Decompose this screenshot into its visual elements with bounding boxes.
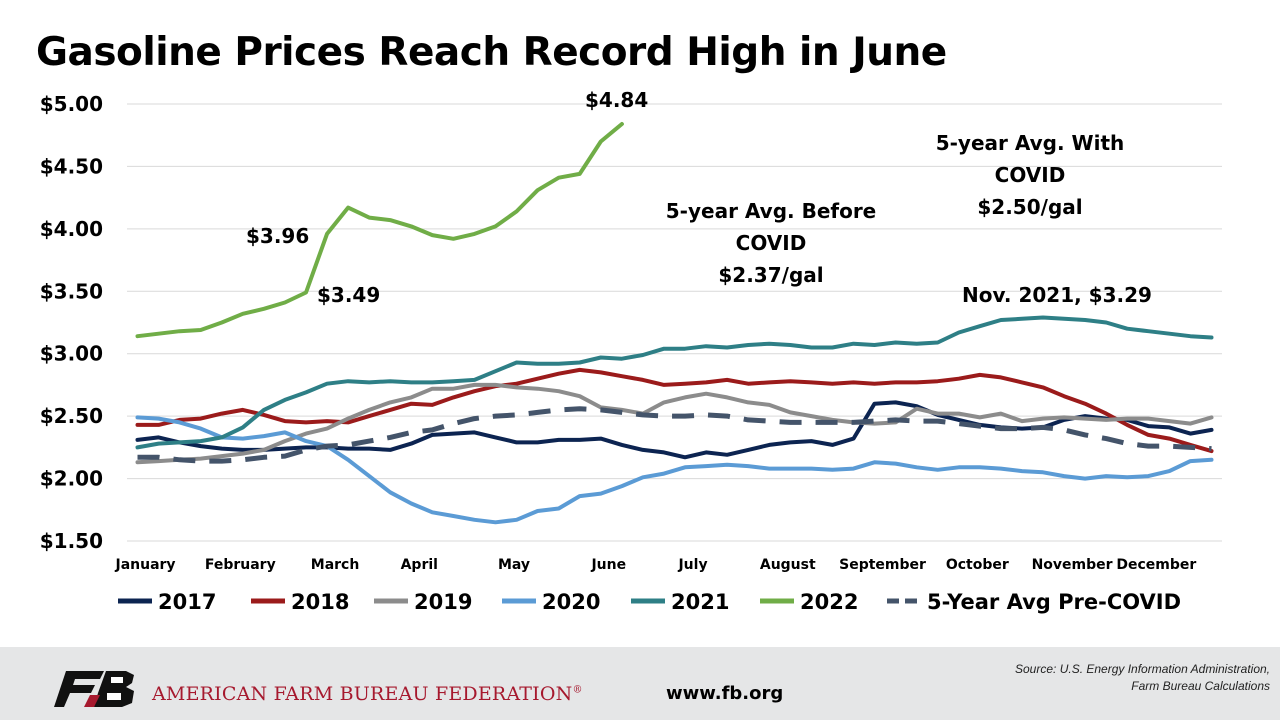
y-tick-label: $4.50 [40,154,103,178]
x-tick-label: May [498,557,530,573]
x-tick-label: November [1032,557,1113,573]
annotation-peak-2022: $4.84 [585,88,648,112]
x-tick-label: March [311,557,360,573]
series-line-2022 [135,122,624,339]
series-line-5-year-avg-pre-covid [137,406,1212,464]
page-title: Gasoline Prices Reach Record High in Jun… [36,30,947,75]
annotation-nov-2021: Nov. 2021, $3.29 [962,283,1152,307]
annotation-avg-with-covid-line1: 5-year Avg. With [936,131,1125,155]
y-tick-label: $2.50 [40,404,103,428]
x-tick-label: February [205,557,276,573]
y-tick-label: $1.50 [40,529,103,553]
annotation-avg-before-covid-line2: COVID [736,231,807,255]
series-line-2020 [135,415,1214,525]
legend-label: 2019 [414,590,472,614]
x-tick-label: June [590,557,626,573]
y-tick-label: $5.00 [40,92,103,116]
registered-mark: ® [572,684,583,696]
annotation-avg-before-covid-line1: 5-year Avg. Before [666,199,877,223]
legend-label: 2017 [158,590,216,614]
footer-bar: AMERICAN FARM BUREAU FEDERATION® www.fb.… [0,647,1280,720]
annotation-march-high: $3.96 [246,224,309,248]
annotation-avg-with-covid-line3: $2.50/gal [977,195,1082,219]
legend-label: 2021 [671,590,729,614]
website-url: www.fb.org [666,683,784,704]
source-line-2: Farm Bureau Calculations [1131,679,1270,693]
annotation-march-low: $3.49 [317,283,380,307]
farm-bureau-logo-icon [54,671,134,707]
legend-label: 2018 [291,590,349,614]
x-tick-label: August [760,557,816,573]
series-line-2019 [135,382,1214,465]
x-tick-label: July [677,557,707,573]
y-tick-label: $2.00 [40,467,103,491]
legend-label: 2022 [800,590,858,614]
y-axis-ticks: $1.50 $2.00 $2.50 $3.00 $3.50 $4.00 $4.50 $5.00 [40,92,103,553]
legend: 2017 2018 2019 2020 2021 2022 5-Year Avg Pre-C… [118,590,1181,614]
annotation-avg-before-covid-line3: $2.37/gal [718,263,823,287]
x-tick-label: September [839,557,926,573]
series-lines [135,122,1214,525]
y-tick-label: $3.00 [40,342,103,366]
x-tick-label: December [1116,557,1196,573]
legend-label: 2020 [542,590,600,614]
organization-name-text: AMERICAN FARM BUREAU FEDERATION [152,683,573,705]
x-tick-label: January [114,557,175,573]
series-line-2021 [135,315,1214,450]
x-tick-label: October [946,557,1009,573]
y-tick-label: $4.00 [40,217,103,241]
legend-label: 5-Year Avg Pre-COVID [927,590,1181,614]
source-line-1: Source: U.S. Energy Information Administ… [1015,662,1270,676]
organization-name: AMERICAN FARM BUREAU FEDERATION® [152,683,583,705]
annotation-avg-with-covid-line2: COVID [995,163,1066,187]
annotations: $4.84 $3.96 $3.49 Nov. 2021, $3.29 5-yea… [246,88,1152,307]
gas-price-chart: $1.50 $2.00 $2.50 $3.00 $3.50 $4.00 $4.50 $5.00… [40,88,1222,614]
x-tick-label: April [401,557,438,573]
source-note: Source: U.S. Energy Information Administ… [1015,661,1270,695]
series-line-2018 [135,367,1214,454]
x-axis-ticks: January February March April May June July Augu… [114,557,1196,573]
y-tick-label: $3.50 [40,279,103,303]
